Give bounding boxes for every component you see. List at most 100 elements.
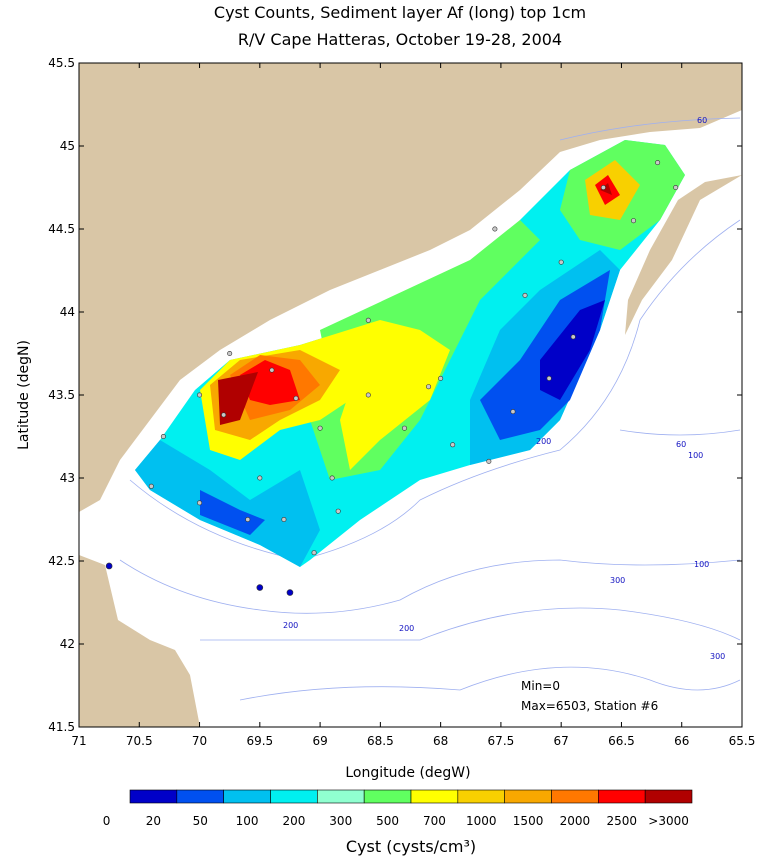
x-tick-label: 68	[433, 734, 448, 748]
filled-contours	[135, 140, 685, 567]
contour-fill	[340, 330, 450, 470]
contour-fill	[600, 183, 612, 195]
outside-station	[286, 589, 294, 596]
y-tick-label: 45.5	[48, 56, 75, 70]
station	[281, 516, 287, 522]
station	[221, 412, 227, 418]
plot-area: 60 60 100 100 200 200 200 300 300 Min=0 …	[78, 62, 743, 728]
station	[148, 483, 154, 489]
land-cape-cod	[79, 555, 200, 727]
colorbar-swatch	[317, 789, 365, 804]
contour-label: 200	[283, 621, 298, 630]
contour-label: 200	[536, 437, 551, 446]
y-axis-label: Latitude (degN)	[16, 340, 32, 450]
contour-label: 60	[697, 116, 707, 125]
x-tick-label: 68.5	[367, 734, 394, 748]
station	[655, 160, 661, 166]
colorbar-tick-label: 2500	[606, 814, 637, 828]
contour-label: 300	[610, 576, 625, 585]
colorbar-tick-label: 100	[236, 814, 259, 828]
station	[197, 500, 203, 506]
station	[600, 185, 606, 191]
annotation: Max=6503, Station #6	[521, 699, 658, 713]
station	[227, 350, 233, 356]
colorbar-swatch	[598, 789, 646, 804]
station	[492, 226, 498, 232]
land-maine	[79, 63, 742, 512]
station	[426, 384, 432, 390]
contour-label: 300	[710, 652, 725, 661]
x-tick-label: 69	[312, 734, 327, 748]
station	[673, 185, 679, 191]
colorbar-swatch	[504, 789, 552, 804]
colorbar-swatch	[270, 789, 318, 804]
station	[522, 292, 528, 298]
station	[558, 259, 564, 265]
y-tick-label: 44	[60, 305, 75, 319]
subtitle: R/V Cape Hatteras, October 19-28, 2004	[238, 30, 562, 49]
x-tick-label: 66.5	[608, 734, 635, 748]
contour-label: 100	[688, 451, 703, 460]
station	[317, 425, 323, 431]
colorbar-tick-label: 50	[193, 814, 208, 828]
x-tick-label: 65.5	[729, 734, 756, 748]
x-tick-label: 66	[674, 734, 689, 748]
colorbar-swatch	[410, 789, 459, 804]
x-tick-label: 69.5	[246, 734, 273, 748]
station	[546, 375, 552, 381]
x-tick-label: 70	[192, 734, 207, 748]
station	[257, 475, 263, 481]
station	[335, 508, 341, 514]
station	[311, 550, 317, 556]
colorbar-swatch	[644, 789, 693, 804]
contour-fill	[240, 360, 300, 405]
colorbar-tick-label: >3000	[648, 814, 689, 828]
station	[365, 317, 371, 323]
contour-fill	[218, 372, 258, 425]
x-tick-label: 67.5	[488, 734, 515, 748]
title: Cyst Counts, Sediment layer Af (long) to…	[214, 3, 586, 22]
station	[269, 367, 275, 373]
station	[450, 442, 456, 448]
station	[160, 433, 166, 439]
y-tick-label: 44.5	[48, 222, 75, 236]
y-tick-label: 42	[60, 637, 75, 651]
colorbar-tick-label: 2000	[560, 814, 591, 828]
colorbar-tick-label: 300	[329, 814, 352, 828]
contour-fill	[200, 490, 265, 535]
station	[329, 475, 335, 481]
contour-label: 60	[676, 440, 686, 449]
station	[197, 392, 203, 398]
x-tick-label: 67	[554, 734, 569, 748]
station	[486, 458, 492, 464]
x-axis-label: Longitude (degW)	[345, 765, 470, 781]
station	[401, 425, 407, 431]
colorbar-tick-label: 200	[282, 814, 305, 828]
contour-label: 100	[694, 560, 709, 569]
colorbar-swatch	[551, 789, 599, 804]
y-tick-label: 43	[60, 471, 75, 485]
contour-fill	[540, 300, 605, 400]
y-tick-label: 41.5	[48, 720, 75, 734]
x-tick-label: 71	[71, 734, 86, 748]
station	[293, 395, 299, 401]
colorbar-tick-label: 500	[376, 814, 399, 828]
colorbar-label: Cyst (cysts/cm³)	[346, 837, 476, 856]
colorbar-tick-label: 1500	[513, 814, 544, 828]
colorbar-swatch	[457, 789, 505, 804]
outside-station	[256, 584, 264, 591]
colorbar-tick-label: 700	[423, 814, 446, 828]
outside-station	[105, 562, 113, 570]
colorbar-tick-label: 1000	[466, 814, 497, 828]
y-tick-label: 43.5	[48, 388, 75, 402]
contour-fill	[135, 440, 320, 567]
colorbar-swatch	[129, 789, 178, 804]
station	[438, 375, 444, 381]
station	[570, 334, 576, 340]
x-tick-label: 70.5	[126, 734, 153, 748]
y-tick-label: 42.5	[48, 554, 75, 568]
station	[510, 409, 516, 415]
land-nova-scotia	[625, 63, 742, 335]
station	[365, 392, 371, 398]
